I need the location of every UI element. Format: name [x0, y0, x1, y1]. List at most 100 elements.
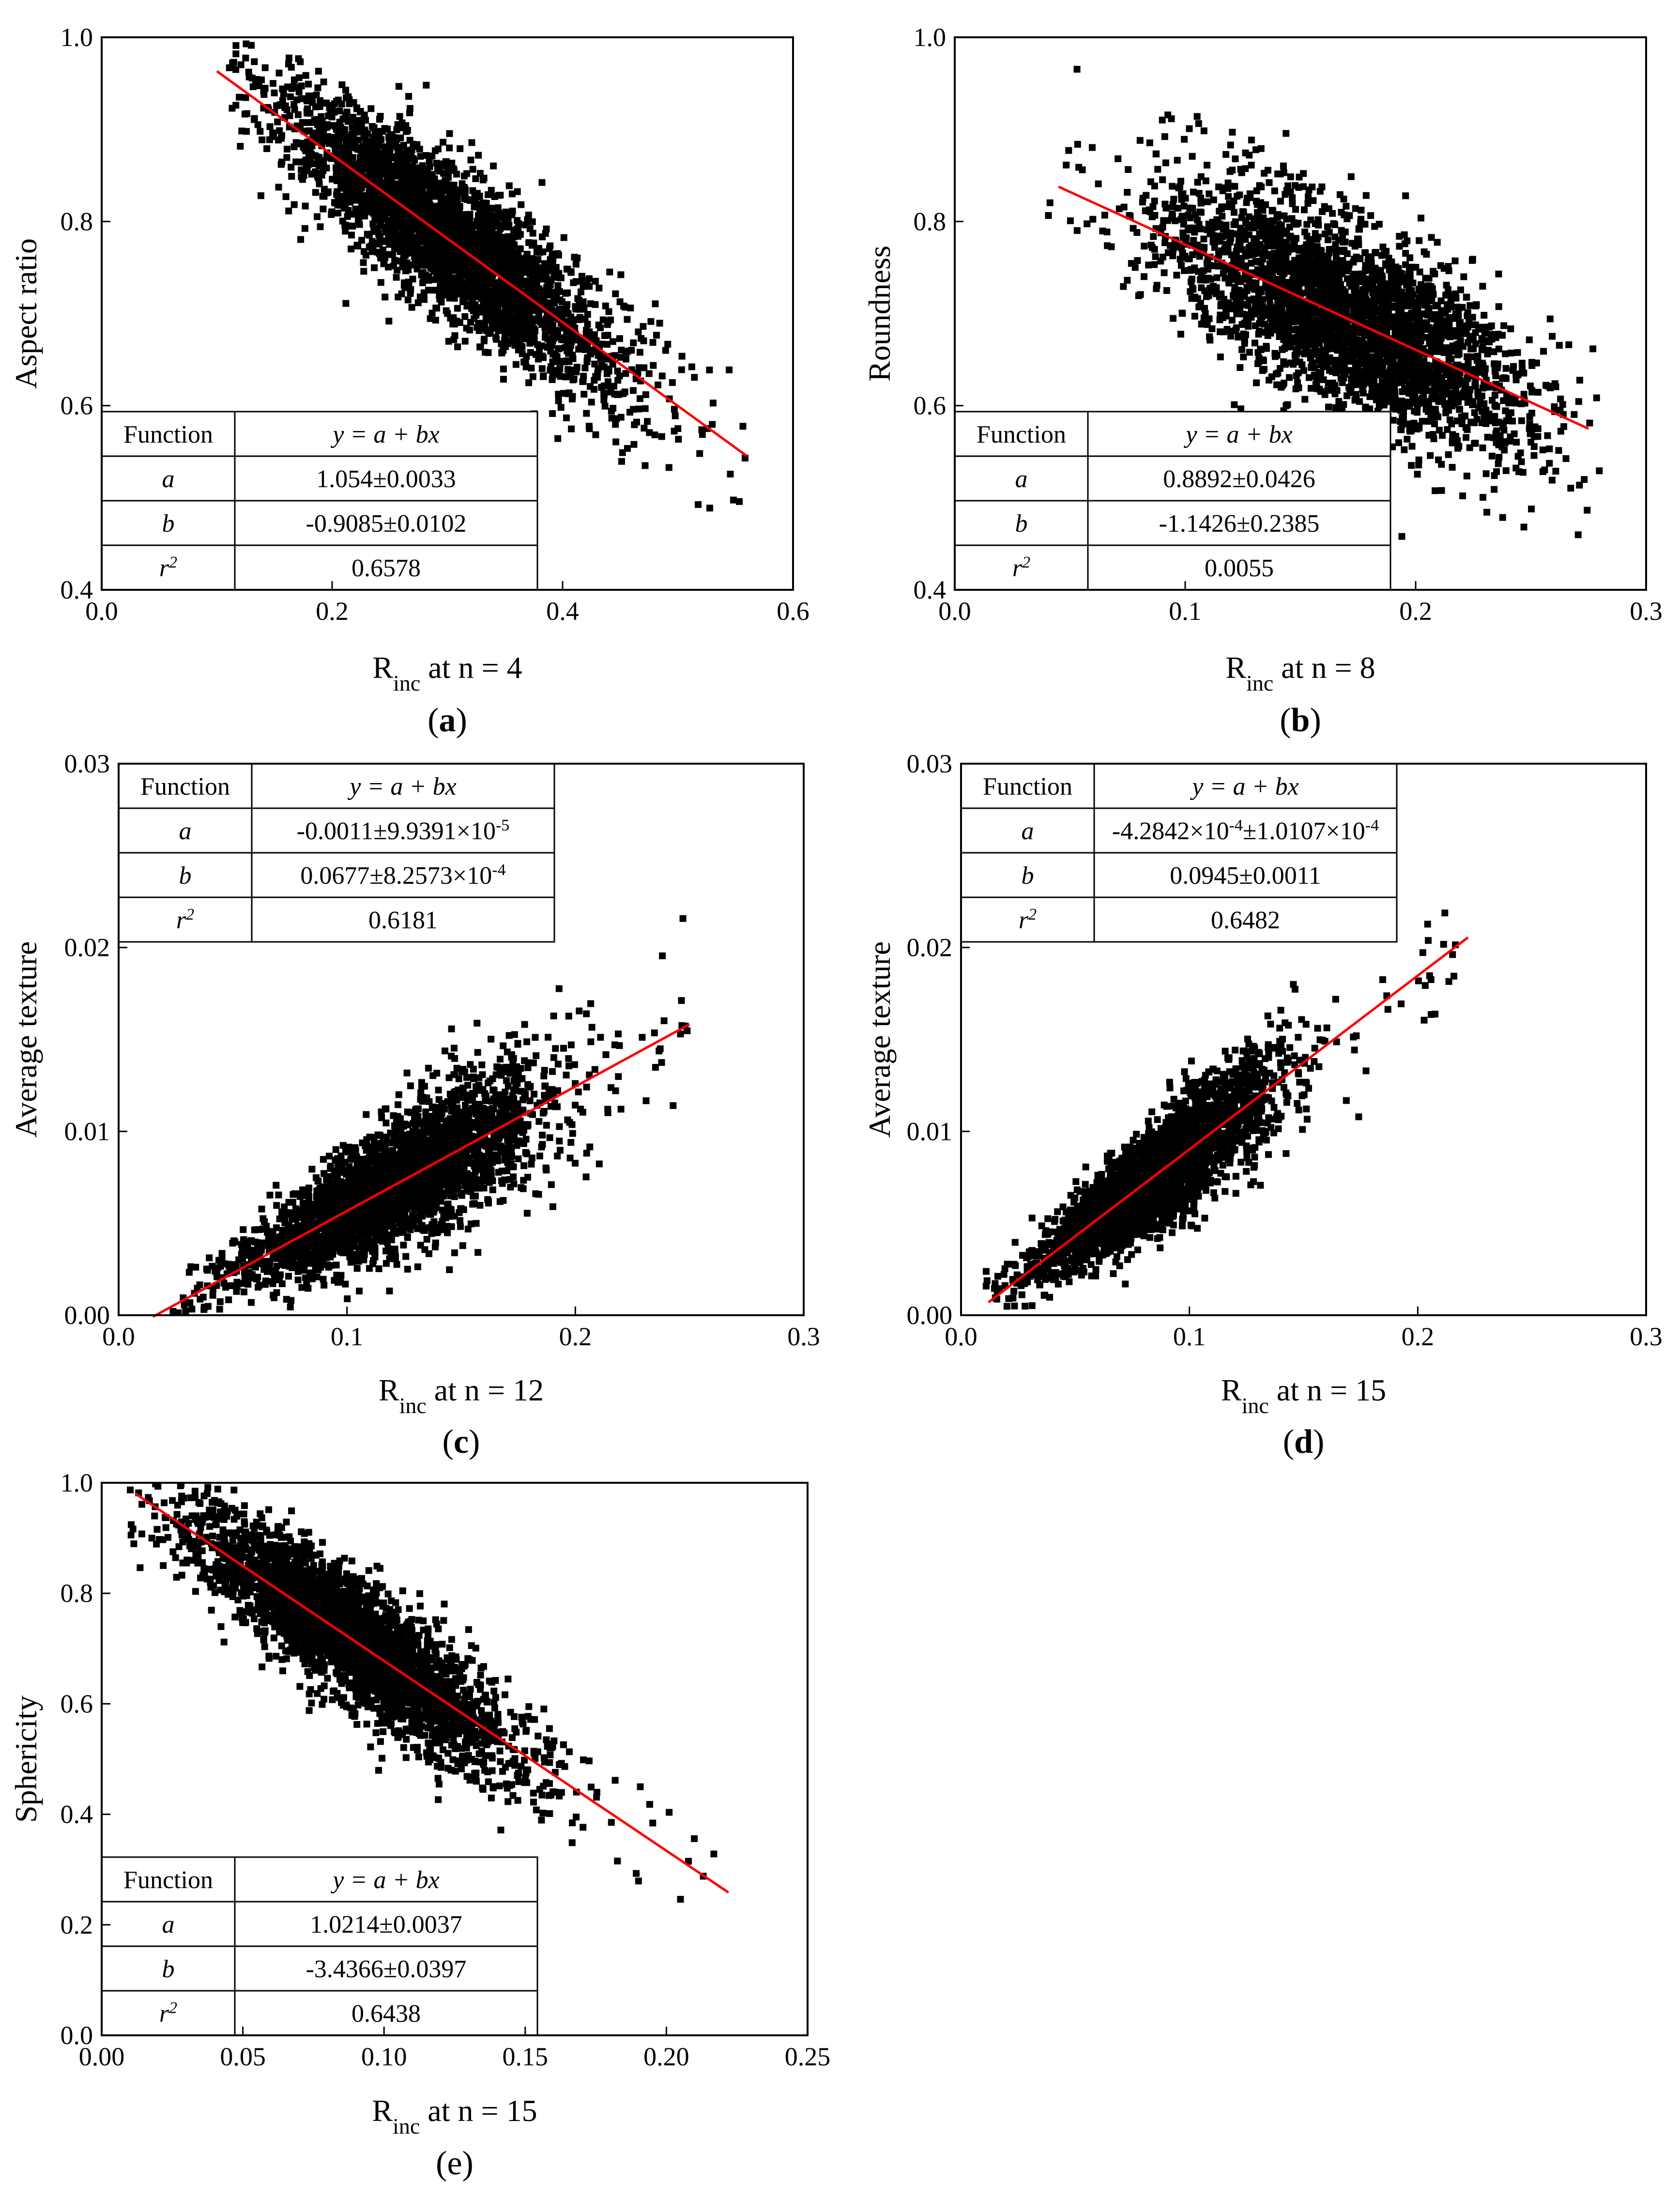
- scatter-point: [726, 366, 733, 373]
- scatter-point: [413, 239, 421, 246]
- scatter-point: [312, 189, 319, 196]
- scatter-point: [263, 145, 271, 152]
- scatter-point: [261, 85, 269, 92]
- scatter-point: [453, 170, 460, 178]
- scatter-point: [385, 263, 392, 271]
- scatter-point: [1428, 234, 1435, 241]
- scatter-point: [635, 405, 642, 413]
- scatter-point: [303, 165, 310, 172]
- scatter-point: [358, 119, 365, 126]
- scatter-point: [1292, 206, 1299, 213]
- scatter-point: [1242, 262, 1249, 269]
- scatter-point: [1445, 451, 1452, 458]
- scatter-point: [545, 288, 552, 295]
- scatter-point: [490, 218, 498, 225]
- scatter-point: [486, 227, 493, 234]
- scatter-point: [518, 201, 525, 208]
- scatter-point: [400, 179, 407, 186]
- scatter-point: [741, 454, 748, 461]
- scatter-point: [1495, 460, 1502, 467]
- scatter-point: [499, 266, 506, 273]
- scatter-point: [658, 433, 665, 440]
- scatter-point: [456, 319, 463, 326]
- scatter-point: [445, 187, 453, 194]
- scatter-point: [1198, 321, 1205, 328]
- scatter-point: [1555, 447, 1562, 454]
- scatter-point: [232, 42, 240, 49]
- scatter-point: [360, 259, 367, 266]
- scatter-point: [385, 318, 393, 325]
- scatter-point: [641, 364, 648, 371]
- scatter-point: [688, 363, 695, 370]
- table-value-param-a: 1.054±0.0033: [316, 465, 456, 493]
- x-axis-label: Rinc at n = 4: [372, 650, 522, 695]
- scatter-point: [376, 128, 383, 135]
- scatter-point: [461, 281, 468, 288]
- scatter-point: [349, 123, 356, 131]
- scatter-point: [287, 93, 294, 100]
- scatter-point: [348, 131, 355, 138]
- scatter-points: [1045, 66, 1603, 540]
- scatter-point: [471, 305, 478, 312]
- x-label-subscript: inc: [393, 671, 420, 695]
- scatter-point: [367, 105, 375, 112]
- scatter-point: [269, 129, 276, 137]
- scatter-point: [622, 355, 629, 363]
- scatter-point: [1162, 159, 1169, 167]
- scatter-point: [512, 361, 519, 368]
- scatter-point: [549, 250, 556, 258]
- scatter-point: [706, 505, 713, 512]
- scatter-point: [617, 271, 625, 278]
- scatter-point: [580, 391, 588, 398]
- scatter-point: [353, 195, 360, 201]
- scatter-point: [1252, 146, 1259, 154]
- scatter-point: [1253, 379, 1260, 386]
- scatter-point: [1552, 468, 1559, 475]
- scatter-point: [1449, 431, 1456, 438]
- scatter-point: [1408, 443, 1416, 450]
- scatter-point: [522, 320, 530, 327]
- scatter-point: [658, 372, 666, 380]
- scatter-point: [560, 234, 567, 241]
- scatter-point: [635, 328, 642, 336]
- scatter-point: [475, 152, 482, 159]
- table-label-param-b: b: [162, 510, 175, 538]
- scatter-point: [437, 276, 444, 283]
- scatter-point: [555, 397, 562, 404]
- scatter-point: [1067, 217, 1074, 224]
- scatter-point: [515, 273, 522, 280]
- scatter-point: [523, 251, 531, 258]
- scatter-point: [609, 338, 616, 345]
- scatter-point: [473, 277, 479, 284]
- scatter-point: [471, 231, 477, 239]
- scatter-point: [321, 185, 328, 193]
- scatter-point: [393, 126, 400, 133]
- scatter-point: [469, 187, 476, 194]
- scatter-point: [394, 181, 401, 188]
- scatter-point: [329, 134, 336, 141]
- scatter-point: [593, 337, 600, 344]
- scatter-point: [386, 178, 393, 185]
- scatter-point: [1248, 162, 1255, 169]
- scatter-point: [1526, 413, 1533, 420]
- scatter-point: [340, 116, 347, 123]
- scatter-point: [276, 127, 283, 134]
- scatter-point: [1427, 452, 1434, 459]
- scatter-point: [1575, 398, 1582, 405]
- scatter-point: [314, 84, 321, 92]
- scatter-point: [283, 154, 290, 161]
- scatter-point: [335, 210, 342, 216]
- scatter-point: [472, 175, 479, 182]
- scatter-point: [358, 125, 365, 132]
- scatter-point: [567, 370, 574, 378]
- scatter-point: [389, 154, 396, 162]
- scatter-point: [1449, 464, 1456, 471]
- scatter-point: [406, 261, 413, 269]
- scatter-point: [305, 127, 313, 134]
- y-tick-label: 0.8: [61, 207, 93, 236]
- scatter-point: [547, 367, 554, 374]
- scatter-point: [450, 165, 457, 172]
- scatter-point: [1271, 187, 1278, 195]
- scatter-point: [614, 391, 621, 398]
